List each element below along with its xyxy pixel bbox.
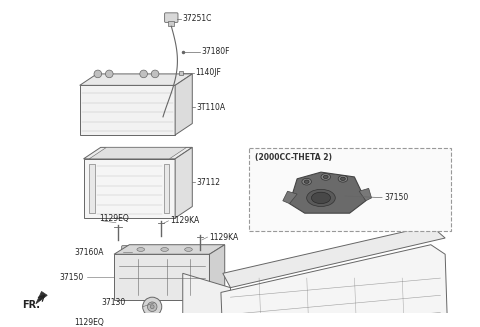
Bar xyxy=(164,164,169,213)
Bar xyxy=(126,250,134,255)
Bar xyxy=(80,85,175,135)
Text: 37251C: 37251C xyxy=(183,14,212,23)
Polygon shape xyxy=(283,191,297,204)
Text: 1129KA: 1129KA xyxy=(170,216,200,225)
Text: 1129KA: 1129KA xyxy=(209,232,239,242)
Polygon shape xyxy=(289,172,366,213)
Polygon shape xyxy=(175,74,192,135)
Text: 1140JF: 1140JF xyxy=(195,68,221,77)
Circle shape xyxy=(143,297,162,316)
Text: 1129EQ: 1129EQ xyxy=(99,214,129,223)
Text: (2000CC-THETA 2): (2000CC-THETA 2) xyxy=(255,153,332,162)
FancyBboxPatch shape xyxy=(165,13,178,22)
Text: 37112: 37112 xyxy=(196,178,220,187)
Polygon shape xyxy=(359,188,372,201)
Text: 37160A: 37160A xyxy=(74,248,104,257)
Ellipse shape xyxy=(338,176,348,182)
Bar xyxy=(84,159,175,218)
Ellipse shape xyxy=(304,180,309,183)
Text: 37150: 37150 xyxy=(384,193,408,202)
Polygon shape xyxy=(80,74,192,85)
Polygon shape xyxy=(175,147,192,218)
Circle shape xyxy=(94,70,102,78)
Polygon shape xyxy=(114,254,209,300)
Text: 37180F: 37180F xyxy=(202,47,230,57)
Bar xyxy=(249,148,451,231)
Ellipse shape xyxy=(185,248,192,251)
Text: 37150: 37150 xyxy=(59,273,84,282)
Text: FR.: FR. xyxy=(23,300,40,310)
Polygon shape xyxy=(209,245,225,300)
Ellipse shape xyxy=(340,177,345,181)
Ellipse shape xyxy=(307,189,336,206)
Ellipse shape xyxy=(312,192,331,204)
Circle shape xyxy=(140,70,147,78)
Polygon shape xyxy=(89,147,187,159)
Ellipse shape xyxy=(321,174,331,180)
Polygon shape xyxy=(183,273,230,327)
Circle shape xyxy=(151,70,159,78)
Polygon shape xyxy=(221,245,450,327)
Ellipse shape xyxy=(324,175,328,179)
Polygon shape xyxy=(114,245,225,254)
Polygon shape xyxy=(36,291,47,304)
Bar xyxy=(89,164,95,213)
Text: 37130: 37130 xyxy=(101,299,125,307)
Text: REF.80-840: REF.80-840 xyxy=(0,326,1,327)
Ellipse shape xyxy=(302,178,312,185)
Bar xyxy=(168,22,174,26)
Circle shape xyxy=(147,302,157,312)
FancyBboxPatch shape xyxy=(121,246,139,259)
Circle shape xyxy=(106,70,113,78)
Text: 1129EQ: 1129EQ xyxy=(74,318,104,327)
Ellipse shape xyxy=(161,248,168,251)
Ellipse shape xyxy=(137,248,144,251)
Circle shape xyxy=(150,305,154,309)
Polygon shape xyxy=(84,147,192,159)
Polygon shape xyxy=(223,226,445,288)
Text: 3T110A: 3T110A xyxy=(196,103,225,112)
